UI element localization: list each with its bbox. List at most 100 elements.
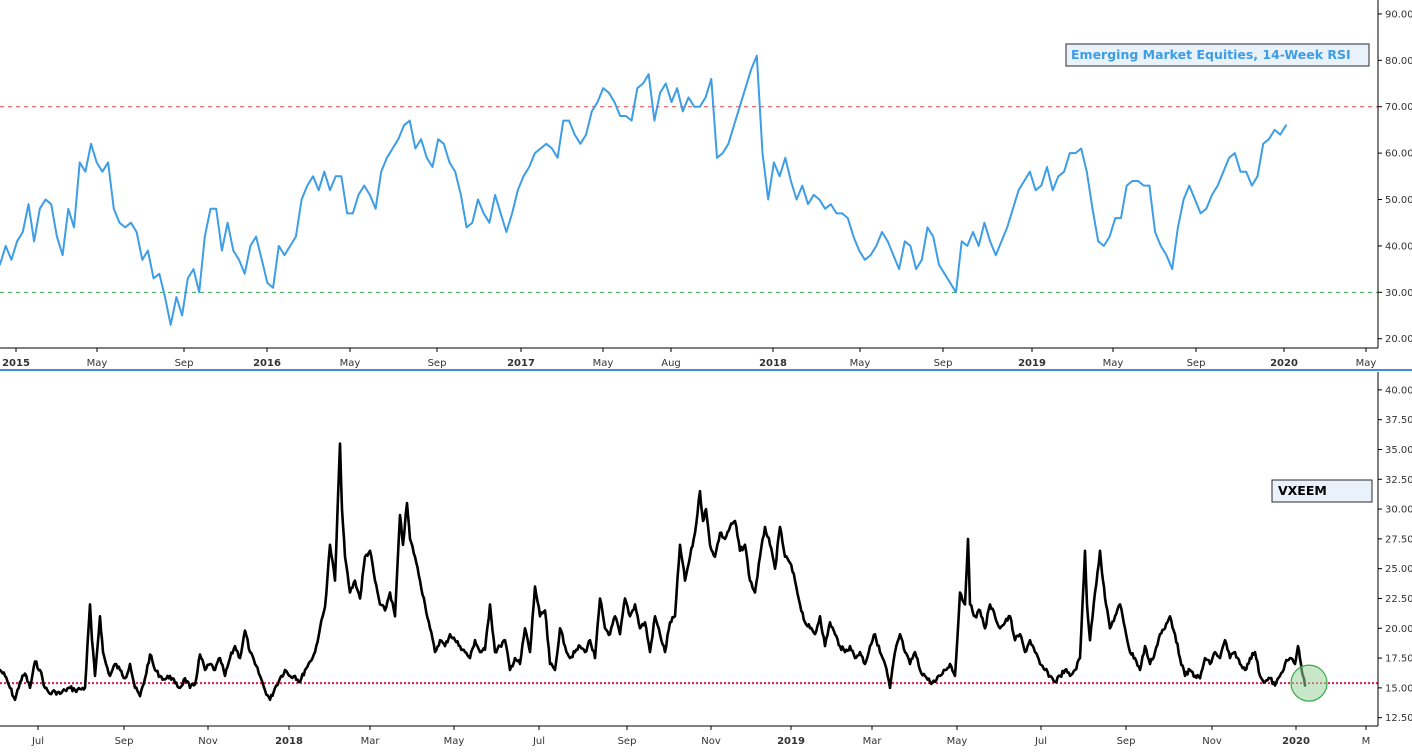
rsi-data-point xyxy=(602,87,604,89)
rsi-data-point xyxy=(773,162,775,164)
rsi-data-point xyxy=(1046,166,1048,168)
vx-data-point xyxy=(134,687,136,689)
rsi-data-point xyxy=(528,166,530,168)
rsi-data-point xyxy=(159,273,161,275)
vx-data-point xyxy=(504,639,506,641)
vx-data-point xyxy=(934,681,936,683)
rsi-data-point xyxy=(927,227,929,229)
vx-data-point xyxy=(159,675,161,677)
vx-data-point xyxy=(1149,663,1151,665)
rsi-data-point xyxy=(1075,152,1077,154)
vx-data-point xyxy=(124,678,126,680)
vx-data-point xyxy=(1019,633,1021,635)
vx-data-point xyxy=(839,645,841,647)
vx-data-point xyxy=(1224,639,1226,641)
rsi-data-point xyxy=(341,176,343,178)
rsi-data-point xyxy=(11,259,13,261)
vx-data-point xyxy=(939,675,941,677)
rsi-data-point xyxy=(466,227,468,229)
vx-data-point xyxy=(989,604,991,606)
vx-data-point xyxy=(1084,550,1086,552)
vx-data-point xyxy=(1089,639,1091,641)
vx-data-point xyxy=(1079,657,1081,659)
rsi-data-point xyxy=(910,245,912,247)
rsi-data-point xyxy=(187,278,189,280)
vx-data-point xyxy=(1289,657,1291,659)
vx-data-point xyxy=(499,645,501,647)
vx-data-point xyxy=(649,651,651,653)
vx-data-point xyxy=(1164,628,1166,630)
vx-data-point xyxy=(264,689,266,691)
rsi-data-point xyxy=(1251,185,1253,187)
vx-data-point xyxy=(634,604,636,606)
vx-data-point xyxy=(729,526,731,528)
vx-data-point xyxy=(944,669,946,671)
vx-data-point xyxy=(959,592,961,594)
rsi-x-tick-label: Sep xyxy=(175,358,194,369)
rsi-data-point xyxy=(250,245,252,247)
vx-data-point xyxy=(54,691,56,693)
vx-data-point xyxy=(709,544,711,546)
vxeem-panel: 12.50 15.00 17.50 20.00 22.50 25.00 27.50 30.00… xyxy=(0,372,1412,747)
vx-data-point xyxy=(354,580,356,582)
vx-data-point xyxy=(234,645,236,647)
vx-data-point xyxy=(584,651,586,653)
rsi-data-point xyxy=(28,203,30,205)
rsi-data-point xyxy=(967,245,969,247)
rsi-data-point xyxy=(130,222,132,224)
rsi-data-point xyxy=(1001,241,1003,243)
rsi-data-point xyxy=(563,120,565,122)
rsi-data-point xyxy=(722,152,724,154)
vx-x-tick-label: Jul xyxy=(1034,736,1047,747)
rsi-data-point xyxy=(887,241,889,243)
vx-data-point xyxy=(91,639,93,641)
rsi-data-point xyxy=(233,250,235,252)
vx-data-point xyxy=(274,687,276,689)
rsi-data-point xyxy=(244,273,246,275)
vx-data-point xyxy=(406,502,408,504)
rsi-data-point xyxy=(1268,138,1270,140)
vx-data-point xyxy=(334,580,336,582)
rsi-x-tick-label: May xyxy=(87,358,108,369)
vx-data-point xyxy=(899,633,901,635)
rsi-data-point xyxy=(494,194,496,196)
rsi-title-box: Emerging Market Equities, 14-Week RSI xyxy=(1065,43,1370,67)
vx-data-point xyxy=(844,651,846,653)
rsi-data-point xyxy=(591,111,593,113)
rsi-data-point xyxy=(443,143,445,145)
rsi-data-point xyxy=(995,254,997,256)
vx-data-point xyxy=(974,616,976,618)
rsi-data-point xyxy=(50,203,52,205)
vx-data-point xyxy=(1014,639,1016,641)
vx-data-point xyxy=(604,628,606,630)
vx-data-point xyxy=(49,693,51,695)
vxeem-title-bg xyxy=(1271,479,1373,503)
rsi-data-point xyxy=(318,189,320,191)
rsi-data-point xyxy=(614,101,616,103)
rsi-data-point xyxy=(978,245,980,247)
vx-data-point xyxy=(1159,633,1161,635)
vx-x-tick-label: 2020 xyxy=(1282,736,1310,747)
rsi-data-point xyxy=(102,171,104,173)
vx-data-point xyxy=(894,651,896,653)
vx-x-tick-label: May xyxy=(947,736,968,747)
rsi-data-point xyxy=(1069,152,1071,154)
rsi-data-point xyxy=(1166,254,1168,256)
vx-data-point xyxy=(289,675,291,677)
vx-data-point xyxy=(834,633,836,635)
rsi-data-point xyxy=(1149,185,1151,187)
rsi-x-tick-label: 2018 xyxy=(759,358,787,369)
vx-data-point xyxy=(694,532,696,534)
vx-data-point xyxy=(1139,669,1141,671)
rsi-data-point xyxy=(472,222,474,224)
rsi-data-point xyxy=(682,111,684,113)
rsi-data-point xyxy=(847,217,849,219)
vx-data-point xyxy=(199,654,201,656)
vx-y-tick-label: 30.00 xyxy=(1385,505,1412,516)
rsi-data-point xyxy=(796,199,798,201)
rsi-data-point xyxy=(215,208,217,210)
vx-y-tick-label: 35.00 xyxy=(1385,445,1412,456)
rsi-data-point xyxy=(1280,134,1282,136)
vx-data-point xyxy=(509,669,511,671)
vx-data-point xyxy=(1300,663,1302,665)
